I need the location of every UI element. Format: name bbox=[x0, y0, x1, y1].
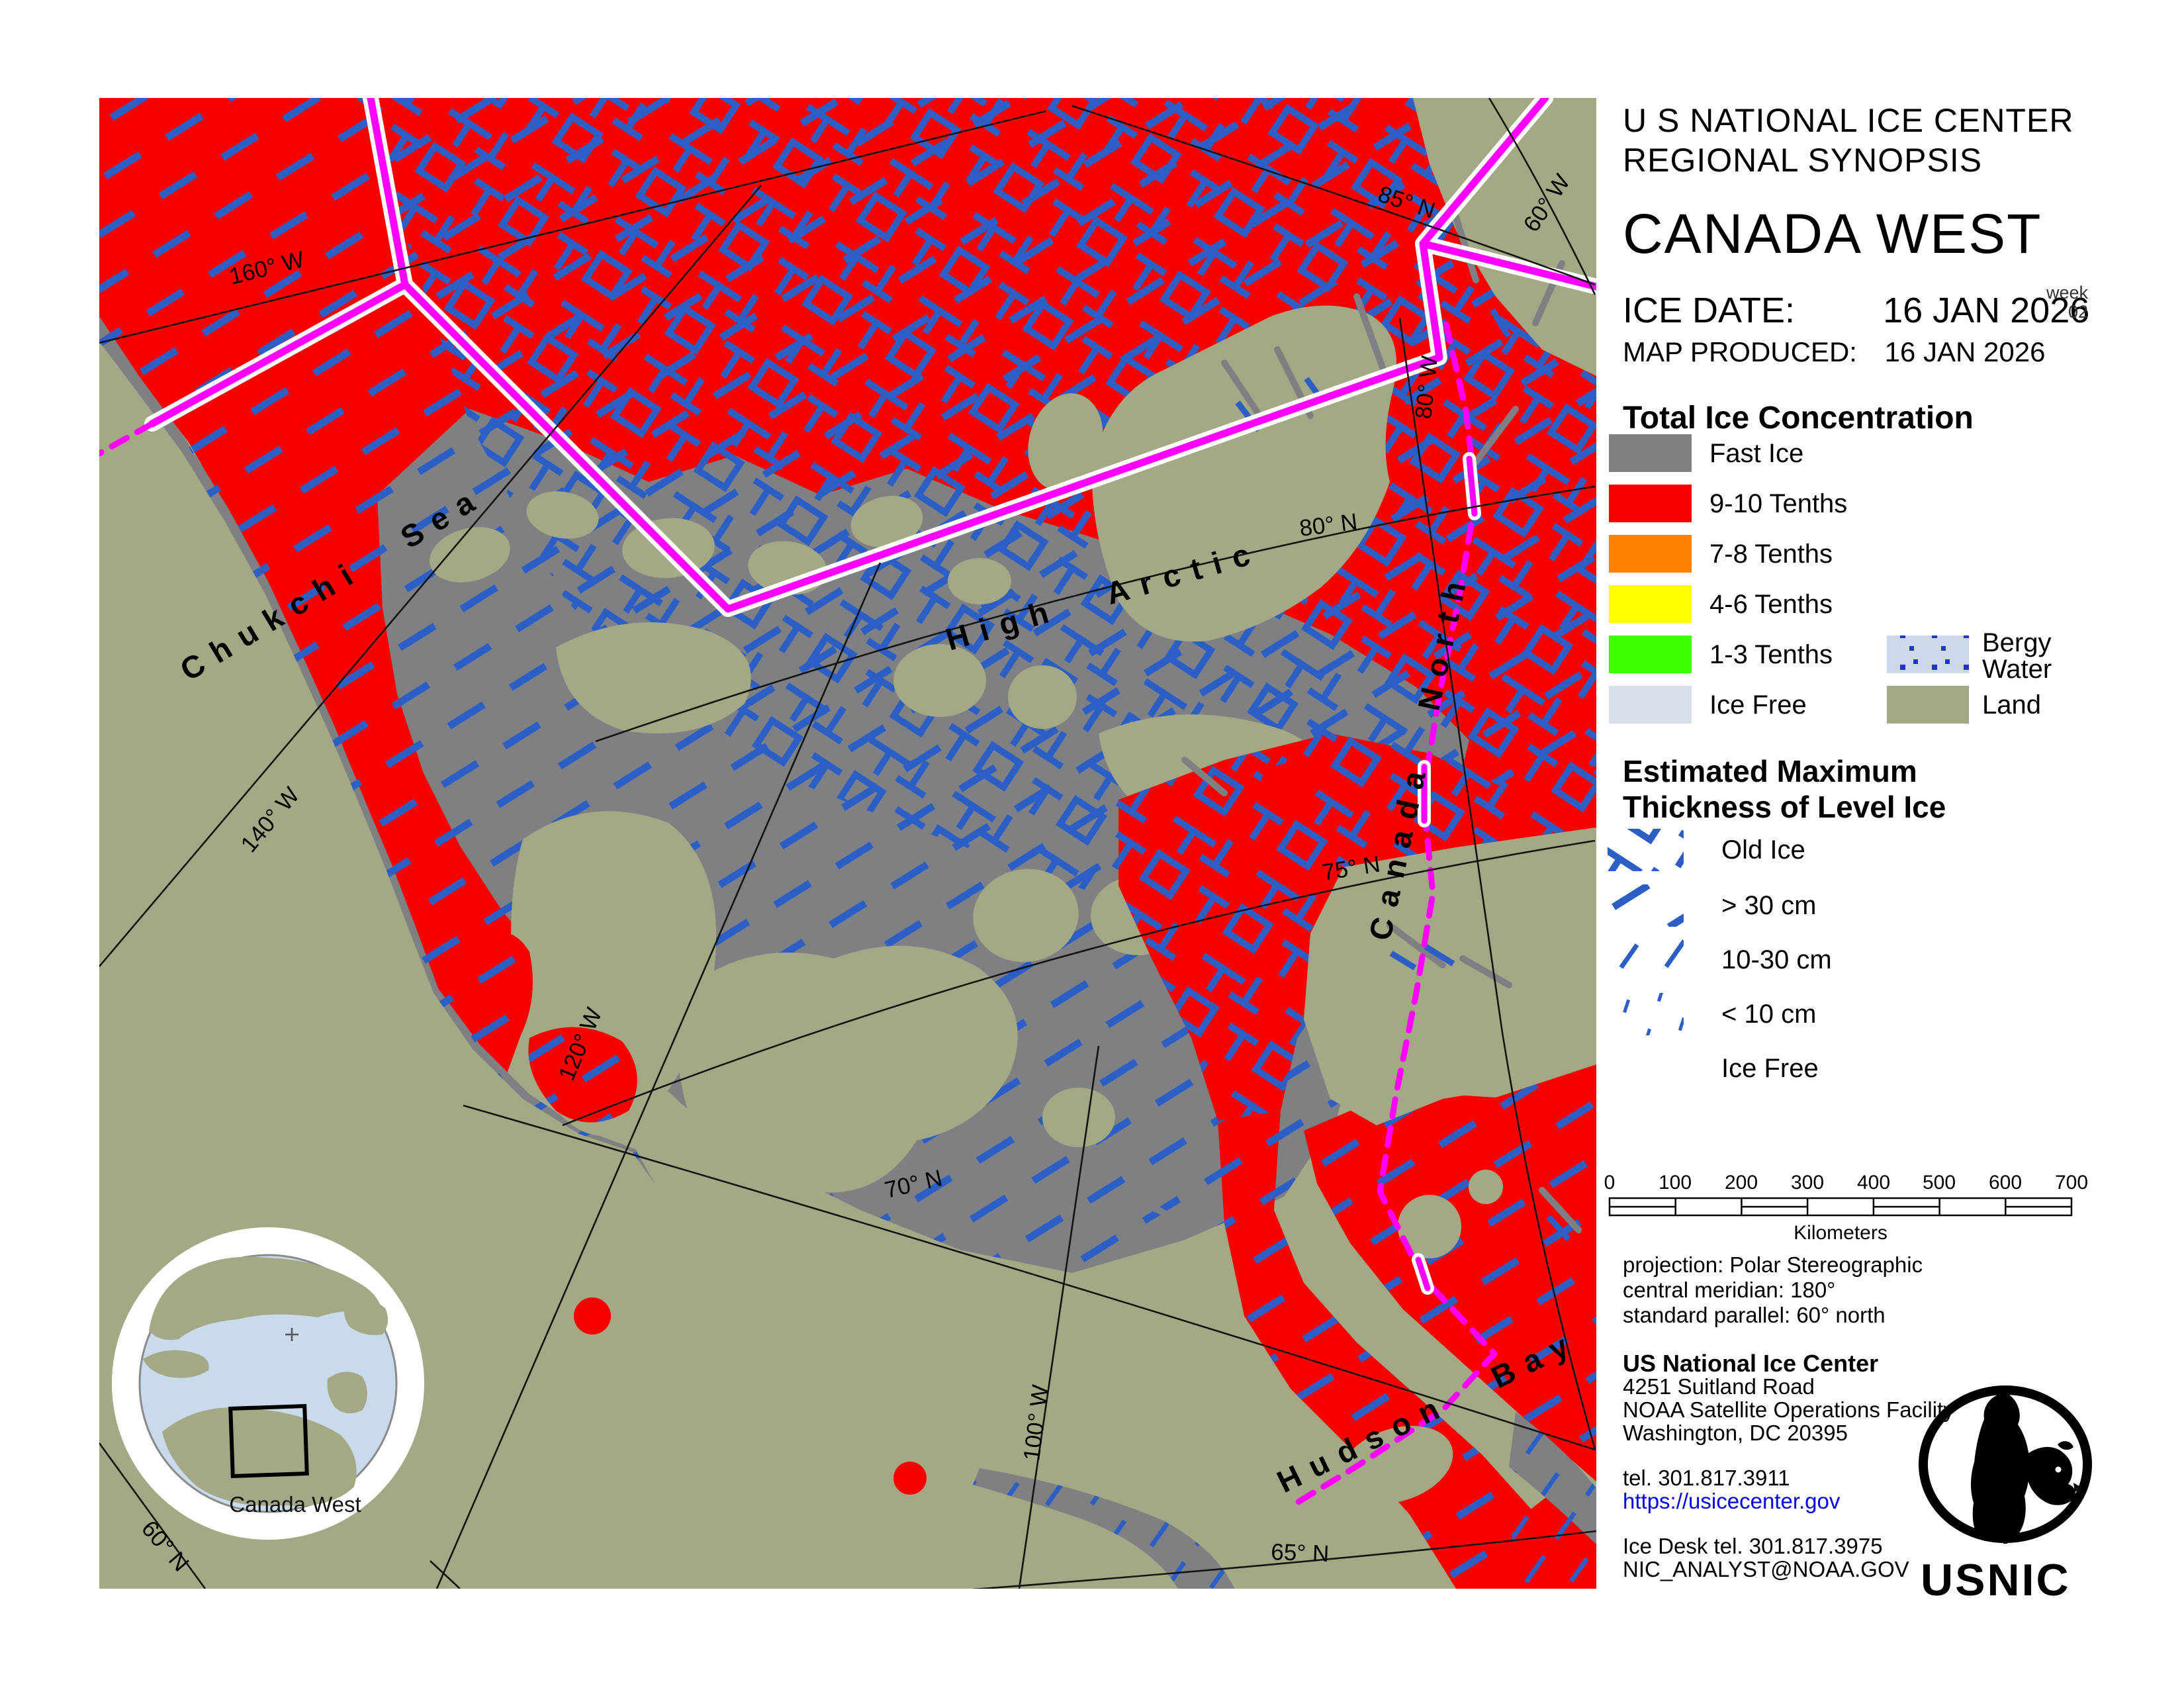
inset-extent-box bbox=[228, 1403, 309, 1479]
swatch-ice-free bbox=[1609, 686, 1692, 724]
swatch-lt10 bbox=[1608, 993, 1684, 1035]
inset-label: Canada West bbox=[229, 1492, 361, 1517]
projection-line3: standard parallel: 60° north bbox=[1623, 1303, 1886, 1327]
projection-info: projection: Polar Stereographic central … bbox=[1623, 1252, 1923, 1328]
produced-label: MAP PRODUCED: bbox=[1623, 336, 1857, 367]
thickness-legend-title: Estimated Maximum Thickness of Level Ice bbox=[1623, 753, 1946, 825]
label-1-3: 1-3 Tenths bbox=[1709, 640, 1833, 669]
map-east-islands bbox=[1304, 827, 1596, 1504]
inset-locator-globe: Canada West bbox=[112, 1227, 424, 1540]
label-old-ice: Old Ice bbox=[1721, 835, 1805, 865]
contact-tel: tel. 301.817.3911 bbox=[1623, 1466, 1790, 1490]
swatch-land bbox=[1887, 686, 1969, 724]
swatch-10-30 bbox=[1608, 939, 1684, 981]
contact-block: US National Ice Center 4251 Suitland Roa… bbox=[1623, 1352, 1954, 1581]
week-box: week 02 bbox=[2035, 283, 2088, 322]
projection-line2: central meridian: 180° bbox=[1623, 1278, 1836, 1302]
canada-north-boundary bbox=[1294, 321, 1498, 1506]
usnic-logo-penguin-bear bbox=[1971, 1393, 2081, 1541]
map-produced-row: MAP PRODUCED: 16 JAN 2026 bbox=[1623, 336, 2045, 368]
scale-tick-2: 200 bbox=[1725, 1172, 1758, 1194]
map-islands bbox=[430, 98, 1596, 1193]
projection-line1: projection: Polar Stereographic bbox=[1623, 1252, 1923, 1277]
swatch-7-8 bbox=[1609, 535, 1692, 573]
scale-tick-3: 300 bbox=[1791, 1172, 1824, 1194]
scale-tick-4: 400 bbox=[1857, 1172, 1890, 1194]
contact-addr1: 4251 Suitland Road bbox=[1623, 1374, 1815, 1399]
swatch-9-10 bbox=[1609, 485, 1692, 522]
label-ice-free: Ice Free bbox=[1709, 690, 1807, 720]
label-gt30: > 30 cm bbox=[1721, 891, 1816, 920]
label-lt10: < 10 cm bbox=[1721, 1000, 1816, 1029]
usnic-logo bbox=[1919, 1385, 2092, 1544]
scale-tick-7: 700 bbox=[2055, 1172, 2088, 1194]
produced-value: 16 JAN 2026 bbox=[1884, 336, 2046, 367]
map-mainland bbox=[99, 342, 1264, 1589]
ice-date-value: 16 JAN 2026 bbox=[1883, 291, 2090, 330]
label-10-30: 10-30 cm bbox=[1721, 945, 1832, 974]
swatch-fast-ice bbox=[1609, 434, 1692, 472]
concentration-legend-title: Total Ice Concentration bbox=[1623, 400, 1974, 436]
week-label: week bbox=[2046, 283, 2088, 303]
graticule-lines bbox=[99, 98, 1596, 1589]
thickness-legend: Old Ice > 30 cm 10-30 cm < 10 cm Ice Fre… bbox=[1608, 829, 1832, 1083]
swatch-4-6 bbox=[1609, 585, 1692, 623]
map-east-waters bbox=[468, 733, 1596, 1589]
scale-tick-0: 0 bbox=[1604, 1172, 1615, 1194]
contact-name: US National Ice Center bbox=[1623, 1350, 1879, 1377]
scale-bar: 0 100 200 300 400 500 600 700 Kilometers bbox=[1604, 1172, 2088, 1244]
contact-email: NIC_ANALYST@NOAA.GOV bbox=[1623, 1557, 1909, 1581]
org-title: U S NATIONAL ICE CENTER REGIONAL SYNOPSI… bbox=[1623, 101, 2073, 180]
swatch-bergy-water bbox=[1887, 635, 1969, 673]
contact-ice-desk: Ice Desk tel. 301.817.3975 bbox=[1623, 1534, 1883, 1558]
ice-map: 160° W 140° W 120° W 100° W 80° W 60° W … bbox=[99, 98, 1596, 1589]
label-4-6: 4-6 Tenths bbox=[1709, 590, 1833, 619]
org-title-line2: REGIONAL SYNOPSIS bbox=[1623, 142, 1983, 179]
region-title: CANADA WEST bbox=[1623, 203, 2042, 265]
contact-url-link[interactable]: https://usicecenter.gov bbox=[1623, 1489, 1841, 1513]
scale-tick-5: 500 bbox=[1923, 1172, 1956, 1194]
map-fjords bbox=[1115, 214, 1582, 1233]
label-bergy-line2: Water bbox=[1982, 655, 2052, 684]
label-bergy-line1: Bergy bbox=[1982, 628, 2052, 657]
org-title-line1: U S NATIONAL ICE CENTER bbox=[1623, 102, 2074, 139]
scale-unit: Kilometers bbox=[1794, 1222, 1888, 1244]
concentration-legend: Fast Ice 9-10 Tenths 7-8 Tenths 4-6 Tent… bbox=[1609, 434, 2052, 724]
usnic-logo-text: USNIC bbox=[1921, 1555, 2071, 1605]
label-thk-ice-free: Ice Free bbox=[1721, 1054, 1819, 1083]
label-fast-ice: Fast Ice bbox=[1709, 439, 1803, 468]
thickness-title-line2: Thickness of Level Ice bbox=[1623, 790, 1946, 824]
label-lat65: 65° N bbox=[1271, 1539, 1330, 1567]
swatch-old-ice-pattern bbox=[1608, 829, 1684, 871]
contact-addr3: Washington, DC 20395 bbox=[1623, 1421, 1848, 1445]
label-9-10: 9-10 Tenths bbox=[1709, 489, 1847, 518]
scale-tick-1: 100 bbox=[1659, 1172, 1692, 1194]
thickness-title-line1: Estimated Maximum bbox=[1623, 754, 1917, 788]
label-land: Land bbox=[1982, 690, 2041, 720]
swatch-1-3 bbox=[1609, 635, 1692, 673]
contact-addr2: NOAA Satellite Operations Facility bbox=[1623, 1397, 1954, 1422]
scale-tick-6: 600 bbox=[1989, 1172, 2022, 1194]
week-value: 02 bbox=[2068, 302, 2088, 322]
label-7-8: 7-8 Tenths bbox=[1709, 539, 1833, 569]
ice-date-label: ICE DATE: bbox=[1623, 291, 1796, 330]
ice-date-row: ICE DATE: 16 JAN 2026 bbox=[1623, 290, 2089, 331]
swatch-gt30 bbox=[1608, 884, 1684, 927]
region-boundaries bbox=[99, 98, 1596, 1506]
